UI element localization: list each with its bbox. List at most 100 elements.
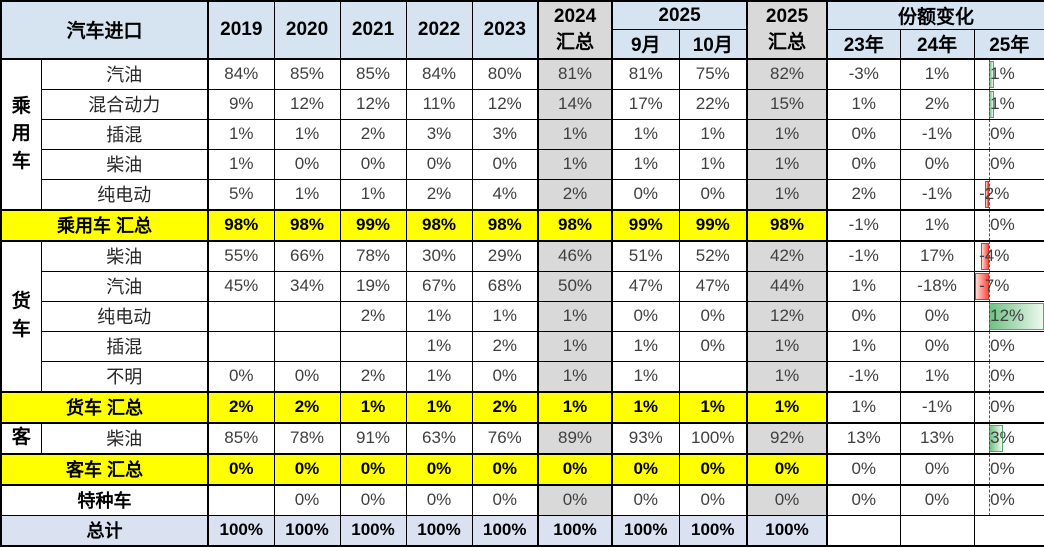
table-row: 插混 1% 2% 1% 1% 0% 1% 1% 0% 0%	[1, 330, 1044, 362]
value-cell: 1%	[678, 390, 748, 424]
value-cell: 34%	[273, 270, 341, 302]
row-label: 柴油	[40, 148, 209, 180]
special-row: 特种车 0% 0% 0% 0% 0% 0% 0% 0% 0% 0% 0%	[0, 484, 1044, 516]
value-cell: 12%	[746, 300, 829, 332]
value-cell: -1%	[899, 118, 975, 150]
value-cell: 12%	[339, 88, 407, 120]
value-cell: 30%	[405, 240, 473, 272]
share-bar-cell: 1%	[973, 88, 1044, 120]
value-cell: 84%	[405, 57, 473, 90]
col-header-share-change: 份额变化	[826, 0, 1044, 30]
value-cell: 100%	[339, 514, 407, 546]
row-label: 纯电动	[40, 178, 209, 210]
col-header-2022: 2022	[405, 0, 473, 59]
row-label: 货车 汇总	[0, 390, 209, 424]
row-label: 乘用车 汇总	[0, 208, 209, 242]
value-cell: 45%	[207, 270, 275, 302]
value-cell: 0%	[611, 484, 680, 516]
value-cell: 1%	[207, 148, 275, 180]
share-value: -2%	[979, 184, 1010, 203]
value-cell: 12%	[273, 88, 341, 120]
value-cell: 0%	[678, 452, 748, 486]
subtotal-row: 客车 汇总 0% 0% 0% 0% 0% 0% 0% 0% 0% 0% 0% 0%	[0, 452, 1044, 486]
value-cell: 1%	[405, 390, 473, 424]
databar-axis	[989, 60, 991, 89]
row-label: 纯电动	[40, 300, 209, 332]
databar-axis	[989, 302, 991, 330]
value-cell: 76%	[471, 422, 539, 454]
share-bar-cell	[973, 514, 1044, 546]
databar-axis	[989, 241, 991, 271]
value-cell: 0%	[273, 452, 341, 486]
value-cell: 1%	[405, 330, 473, 362]
value-cell: 1%	[611, 118, 680, 150]
value-cell: 98%	[273, 208, 341, 242]
value-cell: 0%	[826, 148, 901, 180]
value-cell: 1%	[611, 330, 680, 362]
databar-axis	[989, 211, 991, 239]
value-cell: 17%	[611, 88, 680, 120]
value-cell: 13%	[826, 422, 901, 454]
value-cell: 2%	[471, 330, 539, 362]
share-value: 3%	[990, 428, 1015, 447]
value-cell: 1%	[746, 118, 829, 150]
value-cell: 1%	[746, 148, 829, 180]
value-cell: -3%	[826, 57, 901, 90]
table-row: 客柴油 85% 78% 91% 63% 76% 89% 93% 100% 92% 13% 13% 3%	[0, 422, 1044, 454]
value-cell: 13%	[899, 422, 975, 454]
col-header-2023: 2023	[471, 0, 539, 59]
value-cell: 29%	[471, 240, 539, 272]
value-cell: 5%	[207, 178, 275, 210]
value-cell: 1%	[826, 270, 901, 302]
value-cell: 1%	[746, 360, 829, 392]
value-cell: 1%	[537, 118, 614, 150]
value-cell: 0%	[537, 452, 614, 486]
value-cell: -1%	[826, 208, 901, 242]
value-cell: 14%	[537, 88, 614, 120]
group-label: 客	[0, 422, 42, 454]
value-cell: 99%	[611, 208, 680, 242]
value-cell: 1%	[537, 148, 614, 180]
share-bar-cell: 0%	[973, 330, 1044, 362]
value-cell: 100%	[405, 514, 473, 546]
table-row: 货车柴油 55% 66% 78% 30% 29% 46% 51% 52% 42% -1% 17% -4%	[0, 240, 1044, 392]
value-cell: 51%	[611, 240, 680, 272]
databar-negative	[980, 242, 990, 270]
share-value: 0%	[990, 366, 1015, 385]
total-row: 总计 100% 100% 100% 100% 100% 100% 100% 100% 100%	[0, 514, 1044, 546]
col-header-2024-line1: 2024	[553, 6, 597, 28]
value-cell: 2%	[899, 88, 975, 120]
value-cell: 0%	[471, 484, 539, 516]
value-cell: 93%	[611, 422, 680, 454]
row-label: 插混	[40, 330, 209, 362]
value-cell: -1%	[899, 178, 975, 210]
value-cell: 0%	[678, 330, 748, 362]
value-cell: 1%	[273, 178, 341, 210]
databar-positive	[989, 302, 1044, 330]
value-cell: 100%	[678, 422, 748, 454]
table-row: 纯电动 5% 1% 1% 2% 4% 2% 0% 0% 1% 2% -1% -2%	[1, 178, 1044, 210]
value-cell: 1%	[405, 300, 473, 332]
table-row: 不明 0% 0% 2% 1% 0% 1% 1% 1% -1% 1% 0%	[1, 360, 1044, 392]
value-cell: 2%	[471, 390, 539, 424]
value-cell: 1%	[471, 300, 539, 332]
value-cell: -1%	[826, 240, 901, 272]
value-cell: 0%	[826, 484, 901, 516]
table-row: 插混 1% 1% 2% 3% 3% 1% 1% 1% 1% 0% -1% 0%	[1, 118, 1044, 150]
databar-axis	[989, 150, 991, 178]
value-cell: 0%	[826, 118, 901, 150]
share-bar-cell: -4%	[973, 240, 1044, 272]
value-cell: 2%	[405, 178, 473, 210]
databar-axis	[989, 332, 991, 360]
value-cell: 42%	[746, 240, 829, 272]
value-cell	[678, 360, 748, 392]
value-cell: 84%	[207, 57, 275, 90]
col-header-share-23: 23年	[826, 29, 901, 59]
share-bar-cell: 0%	[973, 148, 1044, 180]
value-cell: 82%	[746, 57, 829, 90]
value-cell: 1%	[339, 390, 407, 424]
value-cell: 11%	[405, 88, 473, 120]
share-bar-cell: 12%	[973, 300, 1044, 332]
value-cell: 1%	[537, 300, 614, 332]
